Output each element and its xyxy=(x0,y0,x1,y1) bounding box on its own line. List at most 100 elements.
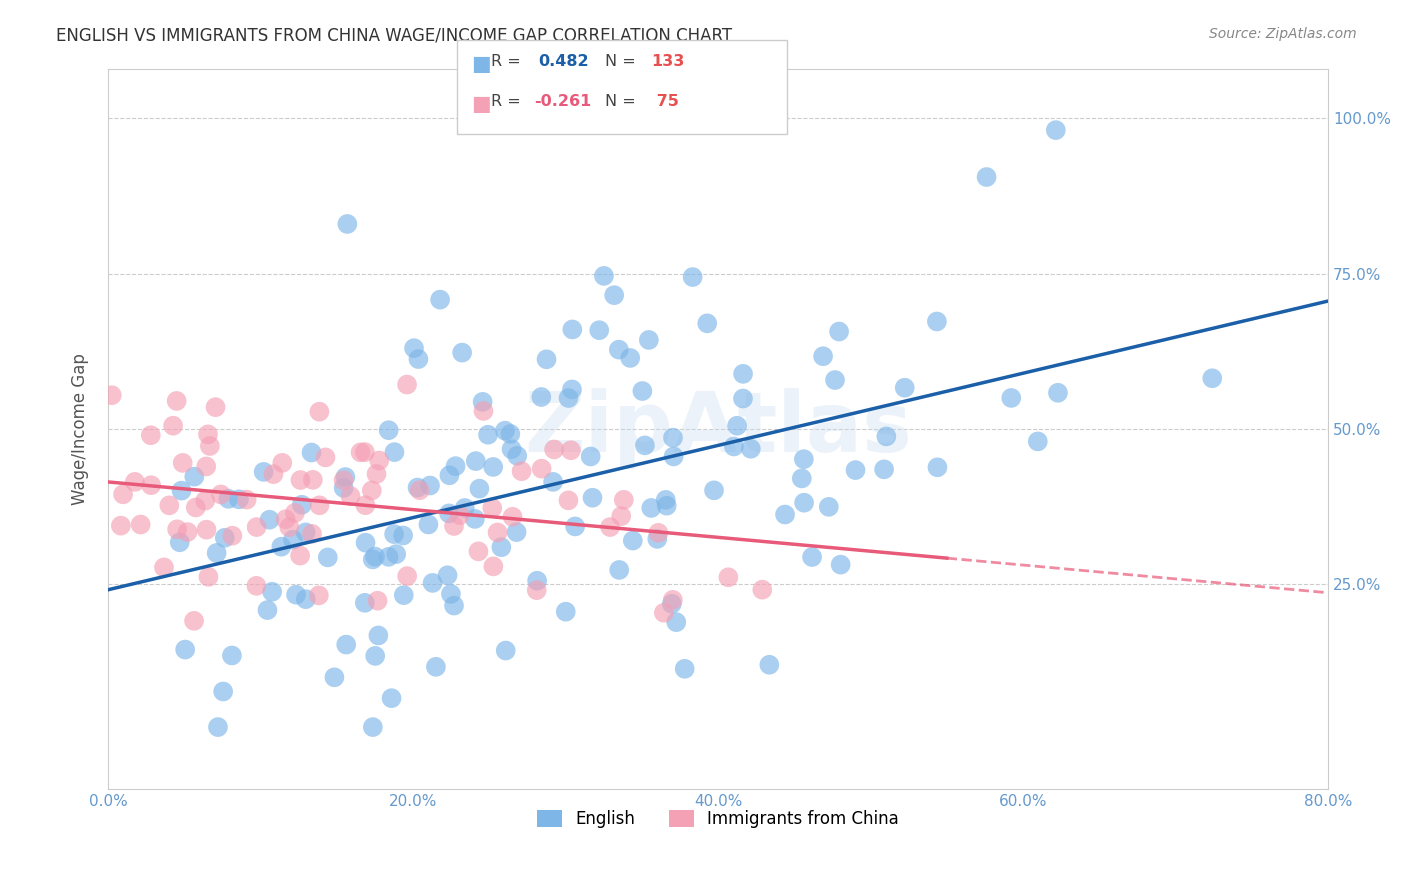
Point xyxy=(354,535,377,549)
Point xyxy=(197,570,219,584)
Point xyxy=(560,443,582,458)
Point xyxy=(209,487,232,501)
Point xyxy=(425,660,447,674)
Point xyxy=(731,367,754,381)
Point xyxy=(112,487,135,501)
Point xyxy=(467,544,489,558)
Point xyxy=(368,453,391,467)
Text: 0.482: 0.482 xyxy=(538,54,589,69)
Point xyxy=(139,478,162,492)
Point xyxy=(294,592,316,607)
Point xyxy=(621,533,644,548)
Point xyxy=(640,500,662,515)
Point xyxy=(454,500,477,515)
Point xyxy=(439,468,461,483)
Text: -0.261: -0.261 xyxy=(534,94,592,109)
Point xyxy=(174,642,197,657)
Point xyxy=(751,582,773,597)
Point xyxy=(501,442,523,457)
Point xyxy=(419,478,441,492)
Point xyxy=(976,169,998,184)
Point xyxy=(581,491,603,505)
Point xyxy=(607,343,630,357)
Point xyxy=(183,469,205,483)
Point xyxy=(139,428,162,442)
Point xyxy=(197,427,219,442)
Point xyxy=(314,450,336,465)
Point xyxy=(1000,391,1022,405)
Point xyxy=(339,489,361,503)
Point xyxy=(336,217,359,231)
Point xyxy=(610,509,633,524)
Text: Source: ZipAtlas.com: Source: ZipAtlas.com xyxy=(1209,27,1357,41)
Point xyxy=(323,670,346,684)
Point xyxy=(1026,434,1049,449)
Point xyxy=(100,388,122,402)
Point xyxy=(443,519,465,533)
Point xyxy=(790,471,813,485)
Point xyxy=(308,498,330,512)
Text: R =: R = xyxy=(491,94,526,109)
Point xyxy=(205,546,228,560)
Point xyxy=(278,520,301,534)
Point xyxy=(364,648,387,663)
Point xyxy=(554,605,576,619)
Point xyxy=(221,648,243,663)
Point xyxy=(603,288,626,302)
Point xyxy=(316,550,339,565)
Point xyxy=(793,496,815,510)
Point xyxy=(274,512,297,526)
Point xyxy=(505,525,527,540)
Text: N =: N = xyxy=(605,54,641,69)
Point xyxy=(396,377,419,392)
Point xyxy=(725,418,748,433)
Y-axis label: Wage/Income Gap: Wage/Income Gap xyxy=(72,353,89,505)
Point xyxy=(366,467,388,481)
Point xyxy=(1046,385,1069,400)
Point xyxy=(1201,371,1223,385)
Point xyxy=(294,525,316,540)
Point xyxy=(811,349,834,363)
Point xyxy=(561,383,583,397)
Point xyxy=(613,492,636,507)
Point xyxy=(129,517,152,532)
Point xyxy=(662,450,685,464)
Point xyxy=(195,523,218,537)
Point xyxy=(494,424,516,438)
Point xyxy=(662,592,685,607)
Point xyxy=(536,352,558,367)
Point xyxy=(652,606,675,620)
Point xyxy=(440,587,463,601)
Point xyxy=(418,517,440,532)
Point xyxy=(758,657,780,672)
Point xyxy=(246,520,269,534)
Point xyxy=(176,524,198,539)
Point xyxy=(436,568,458,582)
Point xyxy=(367,593,389,607)
Point xyxy=(482,559,505,574)
Point xyxy=(184,500,207,515)
Point xyxy=(561,322,583,336)
Point xyxy=(364,549,387,564)
Point xyxy=(402,341,425,355)
Point xyxy=(290,473,312,487)
Point xyxy=(172,456,194,470)
Point xyxy=(285,588,308,602)
Point xyxy=(1045,123,1067,137)
Point xyxy=(245,579,267,593)
Point xyxy=(335,470,357,484)
Point xyxy=(308,405,330,419)
Point xyxy=(482,459,505,474)
Point xyxy=(486,525,509,540)
Point xyxy=(217,491,239,506)
Point xyxy=(409,483,432,498)
Point xyxy=(162,418,184,433)
Point xyxy=(579,450,602,464)
Text: ■: ■ xyxy=(471,94,491,113)
Point xyxy=(773,508,796,522)
Point xyxy=(844,463,866,477)
Point xyxy=(828,325,851,339)
Point xyxy=(491,540,513,554)
Point xyxy=(875,429,897,443)
Point xyxy=(696,316,718,330)
